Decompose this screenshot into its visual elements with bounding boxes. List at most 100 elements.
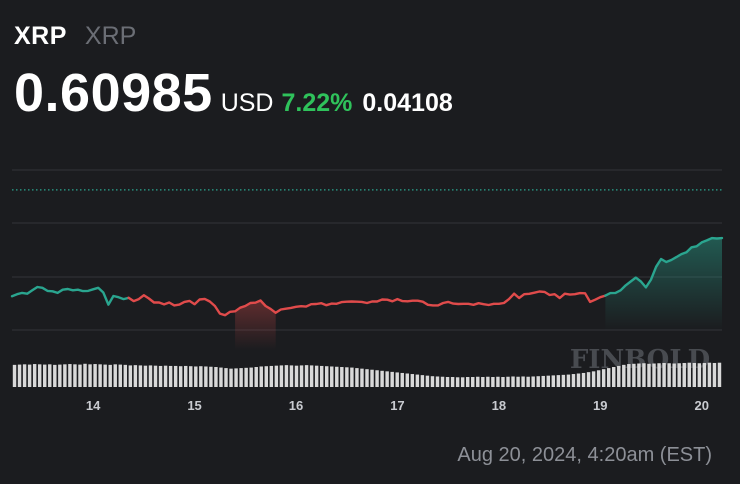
volume-bar — [53, 364, 57, 387]
price-row: 0.60985 USD 7.22% 0.04108 — [14, 62, 453, 124]
volume-bar — [511, 376, 515, 387]
volume-bar — [571, 374, 576, 387]
volume-bar — [440, 376, 445, 387]
volume-bar — [12, 364, 17, 387]
volume-bar — [113, 364, 117, 387]
volume-bar — [612, 367, 616, 387]
volume-bar — [632, 363, 636, 387]
volume-bar — [103, 364, 107, 387]
volume-bar — [712, 362, 717, 387]
volume-bar — [420, 375, 425, 387]
volume-bar — [596, 370, 601, 387]
volume-bar — [697, 363, 702, 387]
asset-name: XRP — [84, 22, 137, 50]
volume-bar — [591, 371, 596, 387]
volume-bar — [269, 365, 274, 387]
price-line-segment-2 — [127, 290, 607, 317]
volume-bar — [526, 376, 530, 387]
volume-bar — [239, 368, 243, 387]
x-tick-label: 19 — [593, 398, 607, 413]
x-tick-label: 17 — [390, 398, 404, 413]
volume-bar — [516, 376, 520, 387]
x-tick-label: 18 — [492, 398, 506, 413]
volume-bar — [652, 363, 656, 387]
volume-bar — [259, 366, 263, 387]
volume-bar — [309, 365, 314, 387]
volume-bar — [647, 363, 651, 387]
volume-bar — [561, 374, 566, 387]
volume-bar — [279, 365, 284, 387]
volume-bar — [551, 375, 556, 387]
volume-bar — [133, 365, 138, 387]
volume-bar — [395, 372, 399, 387]
volume-bar — [471, 377, 475, 387]
volume-bar — [143, 365, 148, 387]
volume-bar — [284, 365, 289, 387]
volume-bar — [17, 364, 22, 387]
volume-bar — [153, 365, 158, 387]
volume-bar — [672, 363, 676, 387]
volume-bar — [380, 370, 384, 387]
volume-bar — [264, 366, 269, 387]
volume-bar — [521, 376, 525, 387]
price-line-segment-1 — [10, 285, 130, 306]
volume-bar — [541, 375, 545, 387]
volume-bar — [194, 366, 198, 387]
volume-bar — [335, 366, 339, 387]
volume-bar — [410, 374, 415, 387]
volume-bar — [319, 365, 324, 387]
change-percent: 7.22% — [281, 89, 353, 117]
volume-bar — [435, 376, 440, 387]
volume-bar — [370, 369, 374, 387]
volume-bar — [118, 364, 122, 387]
volume-bar — [294, 365, 299, 387]
volume-bar — [299, 365, 304, 387]
volume-bar — [83, 363, 87, 387]
volume-bar — [184, 365, 188, 387]
volume-bar — [707, 362, 712, 387]
volume-bar — [481, 377, 485, 387]
volume-bar — [450, 377, 455, 387]
volume-bar — [476, 376, 480, 387]
volume-bar — [304, 365, 309, 387]
volume-bar — [390, 371, 394, 387]
volume-bar — [168, 365, 173, 387]
price-area-fill — [605, 238, 722, 330]
volume-bar — [229, 368, 233, 387]
volume-bar — [128, 365, 133, 387]
x-tick-label: 15 — [187, 398, 201, 413]
volume-bar — [163, 365, 168, 387]
volume-bar — [204, 366, 208, 387]
volume-bar — [486, 376, 490, 387]
volume-bar — [415, 374, 420, 387]
volume-bar — [692, 362, 697, 387]
ticker-header: XRP XRP — [14, 22, 136, 51]
volume-bar — [460, 377, 465, 387]
volume-bar — [148, 365, 153, 387]
volume-bar — [375, 370, 379, 387]
current-price: 0.60985 — [14, 63, 213, 123]
volume-bar — [93, 364, 97, 387]
volume-bar — [606, 368, 611, 387]
volume-bar — [123, 364, 128, 387]
volume-bar — [27, 364, 32, 387]
volume-bar — [385, 371, 389, 387]
volume-bar — [199, 366, 203, 387]
volume-bar — [501, 377, 505, 387]
volume-bar — [687, 362, 691, 387]
volume-bar — [314, 365, 319, 387]
volume-bar — [546, 375, 550, 387]
volume-bar — [224, 368, 228, 387]
volume-bar — [234, 368, 238, 387]
volume-bar — [73, 364, 77, 387]
volume-bar — [657, 363, 661, 387]
currency-label: USD — [220, 89, 274, 117]
volume-bar — [289, 365, 294, 387]
volume-bar — [340, 367, 344, 387]
volume-bar — [58, 364, 62, 387]
volume-bar — [455, 377, 460, 387]
volume-bar — [173, 365, 178, 387]
volume-bar — [491, 377, 495, 387]
volume-bar — [667, 363, 671, 387]
